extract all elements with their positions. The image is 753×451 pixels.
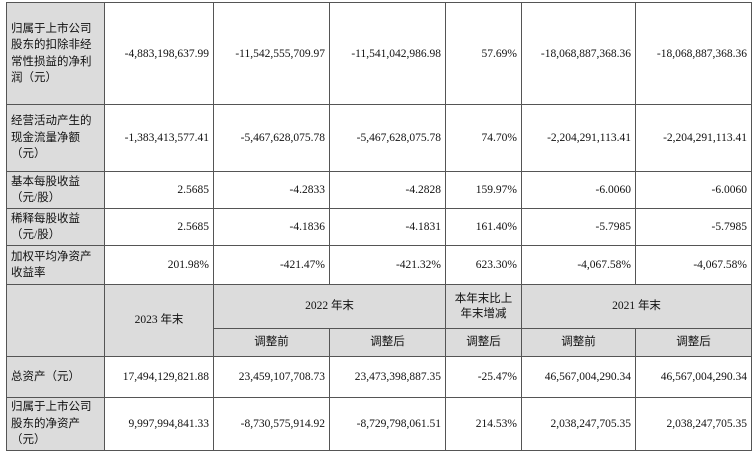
value-2022-after: -4.2828 bbox=[329, 171, 446, 209]
value-2021-after: 2,038,247,705.35 bbox=[635, 397, 752, 451]
value-2022-after: 23,473,398,887.35 bbox=[329, 356, 446, 398]
table-row: 总资产（元） 17,494,129,821.88 23,459,107,708.… bbox=[6, 356, 752, 398]
value-2023: 2.5685 bbox=[104, 171, 214, 209]
value-2022-after: -11,541,042,986.98 bbox=[329, 2, 446, 105]
value-2023: -1,383,413,577.41 bbox=[104, 104, 214, 172]
row-label: 加权平均净资产收益率 bbox=[6, 245, 105, 285]
value-2022-after: -8,729,798,061.51 bbox=[329, 397, 446, 451]
header-change-after: 调整后 bbox=[445, 328, 522, 357]
value-2021-after: -2,204,291,113.41 bbox=[635, 104, 752, 172]
value-change: 623.30% bbox=[445, 245, 522, 285]
row-label: 归属于上市公司股东的净资产（元） bbox=[6, 397, 105, 451]
row-label: 总资产（元） bbox=[6, 356, 105, 398]
value-2021-before: -4,067.58% bbox=[521, 245, 636, 285]
value-2021-before: -5.7985 bbox=[521, 208, 636, 246]
table-row: 经营活动产生的现金流量净额（元） -1,383,413,577.41 -5,46… bbox=[6, 104, 752, 172]
value-2021-before: -2,204,291,113.41 bbox=[521, 104, 636, 172]
value-2021-after: -18,068,887,368.36 bbox=[635, 2, 752, 105]
value-2021-before: 2,038,247,705.35 bbox=[521, 397, 636, 451]
value-change: 159.97% bbox=[445, 171, 522, 209]
value-change: 214.53% bbox=[445, 397, 522, 451]
value-2021-before: -6.0060 bbox=[521, 171, 636, 209]
value-2022-before: -11,542,555,709.97 bbox=[213, 2, 330, 105]
table-row: 加权平均净资产收益率 201.98% -421.47% -421.32% 623… bbox=[6, 245, 752, 285]
header-2022-before: 调整前 bbox=[213, 328, 330, 357]
row-label: 基本每股收益（元/股） bbox=[6, 171, 105, 209]
header-2021-before: 调整前 bbox=[521, 328, 636, 357]
header-2021-after: 调整后 bbox=[635, 328, 752, 357]
value-2021-after: -6.0060 bbox=[635, 171, 752, 209]
value-2021-before: 46,567,004,290.34 bbox=[521, 356, 636, 398]
value-2022-before: 23,459,107,708.73 bbox=[213, 356, 330, 398]
value-2022-after: -421.32% bbox=[329, 245, 446, 285]
header-2022-after: 调整后 bbox=[329, 328, 446, 357]
value-change: -25.47% bbox=[445, 356, 522, 398]
row-label: 经营活动产生的现金流量净额（元） bbox=[6, 104, 105, 172]
table-row: 基本每股收益（元/股） 2.5685 -4.2833 -4.2828 159.9… bbox=[6, 171, 752, 209]
value-2023: 17,494,129,821.88 bbox=[104, 356, 214, 398]
value-change: 161.40% bbox=[445, 208, 522, 246]
header-blank bbox=[6, 284, 105, 357]
value-2023: 2.5685 bbox=[104, 208, 214, 246]
value-2022-before: -421.47% bbox=[213, 245, 330, 285]
value-2022-after: -5,467,628,075.78 bbox=[329, 104, 446, 172]
value-2021-before: -18,068,887,368.36 bbox=[521, 2, 636, 105]
value-change: 74.70% bbox=[445, 104, 522, 172]
value-2023: -4,883,198,637.99 bbox=[104, 2, 214, 105]
row-label: 归属于上市公司股东的扣除非经常性损益的净利润（元） bbox=[6, 2, 105, 105]
table-row: 归属于上市公司股东的净资产（元） 9,997,994,841.33 -8,730… bbox=[6, 397, 752, 451]
row-label: 稀释每股收益（元/股） bbox=[6, 208, 105, 246]
value-2023: 9,997,994,841.33 bbox=[104, 397, 214, 451]
value-2023: 201.98% bbox=[104, 245, 214, 285]
value-2022-before: -8,730,575,914.92 bbox=[213, 397, 330, 451]
value-2021-after: -5.7985 bbox=[635, 208, 752, 246]
value-change: 57.69% bbox=[445, 2, 522, 105]
financial-table: 归属于上市公司股东的扣除非经常性损益的净利润（元） -4,883,198,637… bbox=[6, 2, 752, 451]
header-2022: 2022 年末 bbox=[213, 284, 446, 329]
value-2022-after: -4.1831 bbox=[329, 208, 446, 246]
header-2023: 2023 年末 bbox=[104, 284, 214, 357]
table-row: 稀释每股收益（元/股） 2.5685 -4.1836 -4.1831 161.4… bbox=[6, 208, 752, 246]
value-2022-before: -5,467,628,075.78 bbox=[213, 104, 330, 172]
value-2022-before: -4.1836 bbox=[213, 208, 330, 246]
header-row: 调整前 调整后 调整后 调整前 调整后 bbox=[7, 328, 752, 357]
value-2021-after: 46,567,004,290.34 bbox=[635, 356, 752, 398]
header-change: 本年末比上年末增减 bbox=[445, 284, 522, 329]
header-2021: 2021 年末 bbox=[521, 284, 752, 329]
header-row: 2023 年末 2022 年末 本年末比上年末增减 2021 年末 bbox=[6, 284, 752, 357]
value-2021-after: -4,067.58% bbox=[635, 245, 752, 285]
table-row: 归属于上市公司股东的扣除非经常性损益的净利润（元） -4,883,198,637… bbox=[6, 2, 752, 105]
value-2022-before: -4.2833 bbox=[213, 171, 330, 209]
